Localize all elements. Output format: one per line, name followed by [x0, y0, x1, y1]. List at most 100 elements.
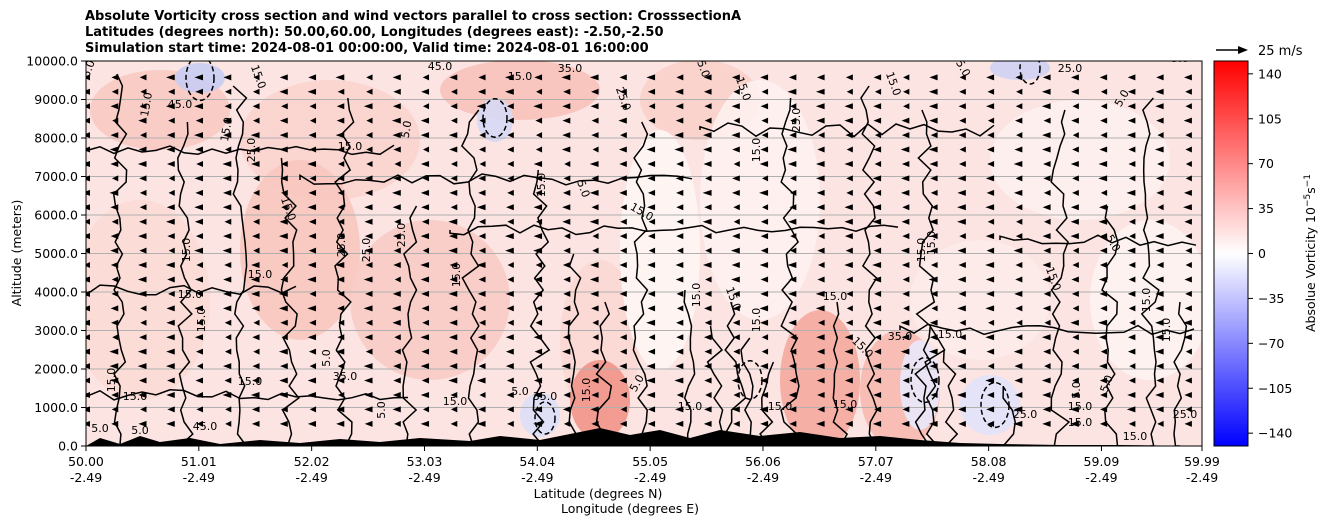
wind-vector: [872, 218, 882, 225]
wind-vector: [86, 74, 90, 81]
wind-vector: [676, 391, 684, 398]
wind-vector: [139, 204, 147, 211]
contour-label: 5.0: [131, 424, 149, 437]
wind-vector: [760, 103, 769, 110]
wind-vector: [111, 175, 119, 182]
wind-vector: [393, 175, 401, 182]
wind-vector: [279, 88, 288, 95]
y-tick-label: 8000.0: [34, 131, 78, 146]
wind-vector: [109, 146, 119, 153]
wind-vector: [620, 319, 627, 326]
wind-vector: [168, 88, 175, 95]
wind-vector: [194, 305, 204, 312]
wind-vector: [1099, 262, 1108, 269]
contour-label: 15.0: [750, 138, 763, 163]
wind-vector: [1155, 305, 1164, 312]
x-tick-label-lon: -2.49: [521, 470, 553, 485]
wind-vector: [140, 305, 147, 312]
wind-vector: [140, 319, 147, 326]
wind-vector: [251, 204, 260, 211]
wind-vector: [393, 363, 401, 370]
wind-vector: [872, 319, 882, 326]
wind-vector: [167, 276, 175, 283]
wind-vector: [251, 262, 260, 269]
contour-label: 15.0: [338, 140, 363, 153]
wind-vector: [448, 377, 458, 384]
wind-vector: [874, 334, 882, 341]
wind-vector: [166, 204, 175, 211]
wind-vector: [1157, 204, 1164, 211]
wind-vector: [1129, 233, 1136, 240]
wind-vector: [563, 247, 571, 254]
wind-vector: [194, 334, 204, 341]
wind-vector: [505, 334, 514, 341]
wind-vector: [817, 406, 825, 413]
wind-vector: [703, 74, 712, 81]
wind-vector: [281, 103, 288, 110]
wind-vector: [448, 290, 458, 297]
wind-vector: [985, 334, 995, 341]
wind-vector: [449, 189, 458, 196]
wind-vector: [253, 247, 260, 254]
wind-vector: [337, 189, 345, 196]
wind-vector: [790, 117, 797, 124]
wind-vector: [874, 88, 882, 95]
wind-vector: [1043, 290, 1051, 297]
wind-vector: [1071, 74, 1079, 81]
contour-line: [914, 109, 936, 446]
wind-vector: [1014, 189, 1023, 196]
wind-vector: [224, 103, 232, 110]
wind-vector: [364, 247, 373, 254]
wind-vector: [1155, 247, 1164, 254]
wind-vector: [420, 276, 430, 283]
wind-vector: [450, 160, 458, 167]
wind-vector: [279, 233, 288, 240]
wind-vector: [930, 262, 938, 269]
wind-vector: [451, 88, 458, 95]
wind-vector: [1183, 334, 1192, 341]
wind-vector: [167, 406, 175, 413]
wind-vector: [930, 175, 938, 182]
vorticity-patch: [620, 130, 700, 370]
wind-vector: [422, 319, 430, 326]
wind-vector: [1156, 175, 1164, 182]
contour-line: [529, 169, 551, 446]
wind-vector: [281, 189, 288, 196]
wind-vector: [872, 420, 882, 427]
wind-vector: [902, 406, 910, 413]
wind-vector: [166, 420, 175, 427]
wind-vector: [366, 88, 373, 95]
wind-vector: [421, 290, 430, 297]
contour-line: [86, 389, 409, 401]
wind-vector: [816, 117, 825, 124]
wind-vector: [731, 103, 740, 110]
wind-vector: [420, 420, 430, 427]
wind-vector: [789, 348, 797, 355]
wind-vector: [1184, 377, 1192, 384]
wind-vector: [140, 406, 147, 413]
wind-vector: [818, 233, 825, 240]
wind-vector: [1100, 348, 1108, 355]
wind-vector: [702, 189, 712, 196]
x-tick-label-lat: 52.02: [294, 454, 330, 469]
wind-vector: [618, 175, 627, 182]
wind-vector: [86, 377, 90, 384]
wind-vector: [309, 290, 317, 297]
wind-vector: [789, 204, 797, 211]
wind-vector: [873, 247, 882, 254]
wind-vector: [931, 406, 938, 413]
wind-vector: [986, 247, 995, 254]
wind-vector: [139, 247, 147, 254]
wind-vector: [815, 175, 825, 182]
wind-vector: [365, 290, 373, 297]
wind-vector: [1013, 247, 1023, 254]
wind-vector: [561, 74, 571, 81]
wind-vector: [761, 88, 769, 95]
wind-vector: [1014, 117, 1023, 124]
wind-vector: [676, 189, 684, 196]
wind-vector: [760, 420, 769, 427]
wind-vector: [1155, 218, 1164, 225]
wind-vector: [364, 406, 373, 413]
wind-vector: [874, 233, 882, 240]
contour-label: 15.0: [535, 173, 548, 198]
